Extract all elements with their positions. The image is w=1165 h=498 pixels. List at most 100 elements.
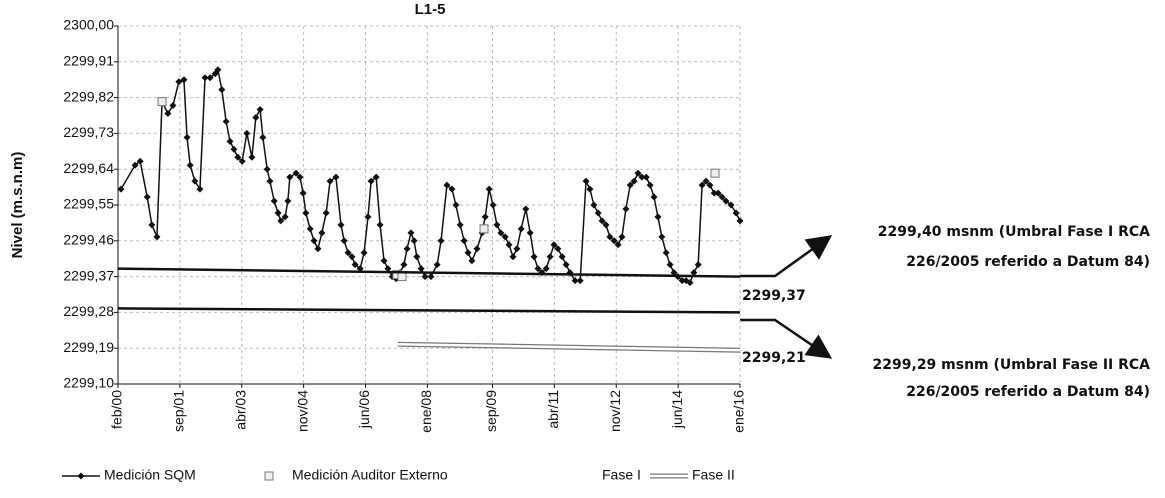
- diamond-marker: [259, 133, 267, 141]
- diamond-marker: [638, 173, 646, 181]
- diamond-marker: [384, 265, 392, 273]
- annotation: 2299,29 msnm (Umbral Fase II RCA: [873, 357, 1151, 373]
- diamond-marker: [117, 185, 125, 193]
- diamond-marker: [433, 261, 441, 269]
- diamond-marker: [206, 74, 214, 82]
- diamond-marker: [460, 237, 468, 245]
- diamond-marker: [634, 169, 642, 177]
- diamond-marker: [222, 117, 230, 125]
- y-tick-label: 2300,00: [63, 17, 114, 33]
- x-tick-label: feb/00: [109, 390, 125, 429]
- diamond-marker: [367, 177, 375, 185]
- diamond-marker: [407, 229, 415, 237]
- diamond-marker: [610, 237, 618, 245]
- diamond-marker: [554, 245, 562, 253]
- y-tick-label: 2299,64: [63, 160, 114, 176]
- diamond-marker: [522, 205, 530, 213]
- x-tick-label: nov/12: [607, 390, 623, 432]
- diamond-marker: [175, 78, 183, 86]
- y-tick-label: 2299,55: [63, 196, 114, 212]
- diamond-marker: [468, 257, 476, 265]
- diamond-marker: [586, 185, 594, 193]
- square-marker: [157, 97, 167, 107]
- diamond-marker: [513, 245, 521, 253]
- square-marker: [710, 168, 720, 178]
- x-tick-label: jun/06: [356, 390, 372, 429]
- diamond-marker: [614, 241, 622, 249]
- diamond-marker: [364, 213, 372, 221]
- diamond-marker: [497, 229, 505, 237]
- diamond-marker: [248, 153, 256, 161]
- y-tick-label: 2299,73: [63, 124, 114, 140]
- diamond-marker: [571, 277, 579, 285]
- diamond-marker: [727, 201, 735, 209]
- chart-title: L1-5: [415, 1, 446, 18]
- diamond-marker: [576, 277, 584, 285]
- y-tick-label: 2299,82: [63, 88, 114, 104]
- diamond-marker: [626, 181, 634, 189]
- diamond-marker: [299, 189, 307, 197]
- diamond-marker: [164, 110, 172, 118]
- annotation: 226/2005 referido a Datum 84): [906, 384, 1150, 400]
- diamond-marker: [509, 253, 517, 261]
- diamond-marker: [662, 249, 670, 257]
- diamond-marker: [534, 265, 542, 273]
- diamond-marker: [356, 265, 364, 273]
- diamond-marker: [136, 157, 144, 165]
- diamond-marker: [714, 189, 722, 197]
- end-label: 2299,21: [742, 350, 806, 366]
- diamond-marker: [493, 221, 501, 229]
- diamond-marker: [326, 177, 334, 185]
- diamond-marker: [351, 261, 359, 269]
- annotation: 226/2005 referido a Datum 84): [906, 254, 1150, 270]
- square-marker: [264, 471, 274, 481]
- y-tick-label: 2299,10: [63, 375, 114, 391]
- diamond-marker: [226, 137, 234, 145]
- diamond-marker: [505, 241, 513, 249]
- x-tick-label: ene/08: [418, 390, 434, 433]
- diamond-marker: [376, 221, 384, 229]
- x-tick-label: jun/14: [669, 390, 685, 429]
- diamond-marker: [169, 102, 177, 110]
- diamond-marker: [437, 237, 445, 245]
- diamond-marker: [443, 181, 451, 189]
- diamond-marker: [263, 165, 271, 173]
- arrow: [740, 235, 833, 278]
- y-axis-label: Nivel (m.s.n.m): [9, 152, 26, 259]
- diamond-marker: [143, 193, 151, 201]
- diamond-marker: [234, 153, 242, 161]
- diamond-marker: [183, 133, 191, 141]
- y-tick-label: 2299,37: [63, 267, 114, 283]
- diamond-marker: [517, 225, 525, 233]
- diamond-marker: [417, 265, 425, 273]
- diamond-marker: [602, 221, 610, 229]
- diamond-marker: [732, 209, 740, 217]
- diamond-marker: [702, 177, 710, 185]
- diamond-marker: [318, 229, 326, 237]
- square-marker: [397, 272, 407, 282]
- diamond-marker: [302, 209, 310, 217]
- x-tick-label: abr/03: [232, 390, 248, 430]
- diamond-marker: [284, 197, 292, 205]
- diamond-marker: [686, 279, 694, 287]
- diamond-marker: [650, 193, 658, 201]
- diamond-marker: [274, 209, 282, 217]
- diamond-marker: [314, 245, 322, 253]
- diamond-marker: [413, 253, 421, 261]
- y-tick-label: 2299,28: [63, 303, 114, 319]
- legend-label: Medición Auditor Externo: [292, 467, 448, 483]
- legend-label: Fase I: [602, 467, 641, 483]
- diamond-marker: [337, 221, 345, 229]
- diamond-marker: [736, 217, 744, 225]
- diamond-marker: [722, 197, 730, 205]
- diamond-marker: [218, 86, 226, 94]
- diamond-marker: [590, 201, 598, 209]
- diamond-marker: [201, 74, 209, 82]
- legend-label: Medición SQM: [104, 467, 196, 483]
- diamond-marker: [252, 113, 260, 121]
- diamond-marker: [654, 213, 662, 221]
- diamond-marker: [286, 173, 294, 181]
- y-tick-label: 2299,19: [63, 339, 114, 355]
- y-tick-label: 2299,46: [63, 232, 114, 248]
- diamond-marker: [481, 213, 489, 221]
